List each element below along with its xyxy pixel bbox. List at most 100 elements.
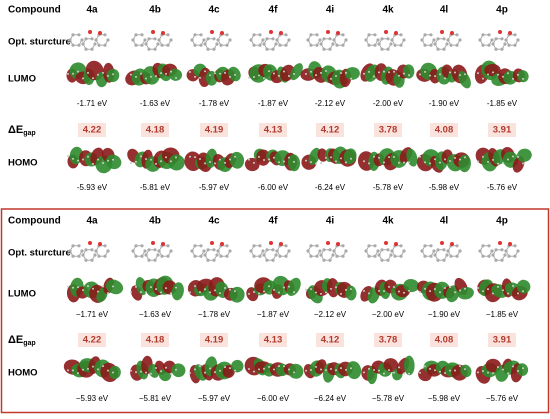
atom	[507, 292, 509, 295]
atom	[429, 33, 433, 37]
atom	[459, 365, 461, 368]
atom	[209, 161, 211, 164]
atom	[419, 73, 421, 76]
gap-label: ΔE	[8, 124, 23, 136]
atom	[442, 47, 446, 51]
atom	[512, 365, 514, 368]
atom	[306, 249, 310, 253]
row-label: HOMO	[8, 158, 38, 169]
atom	[340, 292, 342, 295]
atom	[107, 292, 109, 295]
atom	[153, 47, 157, 51]
atom	[103, 254, 107, 258]
atom	[481, 244, 485, 248]
atom	[350, 288, 352, 291]
atom	[249, 38, 253, 42]
atom	[258, 292, 260, 295]
atom	[134, 254, 138, 258]
atom	[253, 370, 255, 373]
atom	[464, 156, 466, 159]
atom	[157, 249, 161, 253]
atom	[147, 37, 151, 41]
molecule-structure	[68, 241, 110, 262]
atom	[309, 244, 313, 248]
atom	[399, 43, 403, 47]
atom	[420, 38, 424, 42]
atom	[522, 290, 524, 293]
atom	[193, 43, 197, 47]
gap-value: 3.91	[493, 335, 512, 346]
lumo-energy: -1.78 eV	[199, 99, 230, 108]
atom	[492, 372, 494, 375]
atom	[249, 249, 253, 253]
atom	[328, 258, 332, 262]
atom	[97, 254, 101, 258]
atom	[390, 249, 394, 253]
atom	[194, 156, 196, 159]
atom	[147, 47, 151, 51]
atom	[145, 371, 147, 374]
atom	[165, 72, 167, 75]
homo-energy: −5.76 eV	[486, 394, 519, 403]
orbital-plot	[244, 148, 301, 172]
atom	[446, 249, 450, 253]
atom	[284, 43, 288, 47]
orbital-lobe	[343, 148, 357, 165]
atom	[166, 254, 170, 258]
homo-energy: -5.81 eV	[140, 183, 171, 192]
atom	[194, 75, 196, 78]
atom	[234, 369, 236, 372]
atom	[373, 368, 375, 371]
atom	[341, 33, 345, 37]
atom	[341, 244, 345, 248]
atom	[325, 291, 327, 294]
atom	[368, 162, 370, 165]
atom	[283, 365, 285, 368]
atom	[77, 70, 79, 73]
atom	[199, 76, 201, 79]
atom	[315, 43, 319, 47]
atom	[150, 286, 152, 289]
atom	[199, 43, 203, 47]
atom	[214, 289, 216, 292]
atom	[508, 242, 512, 246]
atom	[389, 253, 393, 257]
atom	[340, 367, 342, 370]
atom	[234, 73, 236, 76]
atom	[368, 70, 370, 73]
atom	[419, 371, 421, 374]
orbital-lobe	[171, 282, 184, 301]
orbital-plot	[416, 277, 474, 303]
atom	[507, 254, 511, 258]
atom	[332, 38, 336, 42]
atom	[153, 258, 157, 262]
homo-energy: -6.24 eV	[315, 183, 346, 192]
atom	[507, 43, 511, 47]
atom	[398, 366, 400, 369]
orbital-lobe	[402, 64, 415, 79]
atom	[402, 249, 406, 253]
atom	[67, 155, 69, 158]
atom	[502, 75, 504, 78]
atom	[455, 244, 459, 248]
atom	[220, 242, 224, 246]
atom	[284, 33, 288, 37]
orbital-lobe	[484, 64, 501, 77]
atom	[386, 258, 390, 262]
atom	[71, 43, 75, 47]
orbital-lobe	[256, 149, 271, 166]
atom	[322, 248, 326, 252]
homo-energy: −6.24 eV	[314, 394, 347, 403]
atom	[140, 244, 144, 248]
atom	[88, 241, 92, 245]
orbital-lobe	[105, 154, 122, 170]
compound-header: 4b	[149, 5, 161, 16]
atom	[84, 258, 88, 262]
atom	[189, 291, 191, 294]
atom	[429, 162, 431, 165]
atom	[487, 33, 491, 37]
atom	[157, 38, 161, 42]
atom	[345, 288, 347, 291]
atom	[394, 242, 398, 246]
atom	[160, 72, 162, 75]
